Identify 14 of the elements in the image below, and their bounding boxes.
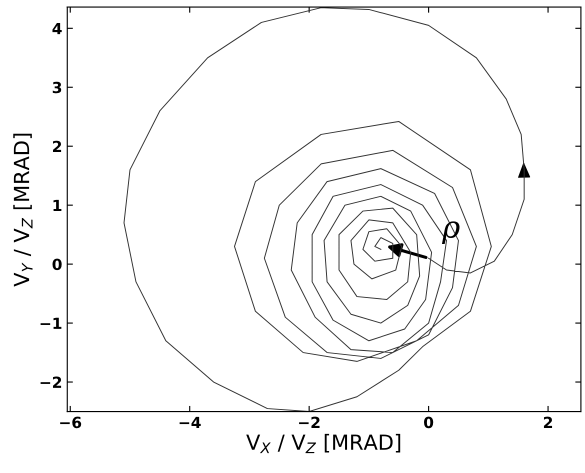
x-tick-label: −4 [180,416,201,428]
x-tick-label: −2 [299,416,320,428]
x-tick-label: 0 [424,416,434,428]
y-tick-label: 1 [54,200,62,211]
y-tick-label: 0 [52,258,62,270]
x-tick-label: −6 [60,416,82,428]
x-axis-title: V$_{X}$ / V$_{Z}$ [MRAD] [246,434,400,454]
y-tick-label: 2 [52,140,62,152]
y-axis-title: V$_{Y}$ / V$_{Z}$ [MRAD] [13,134,33,287]
x-tick-label: 2 [544,416,552,428]
y-tick-label: 4 [52,22,62,34]
y-tick-label: −1 [40,318,62,329]
y-tick-label: −2 [40,376,62,388]
y-tick-label: 3 [52,82,62,94]
